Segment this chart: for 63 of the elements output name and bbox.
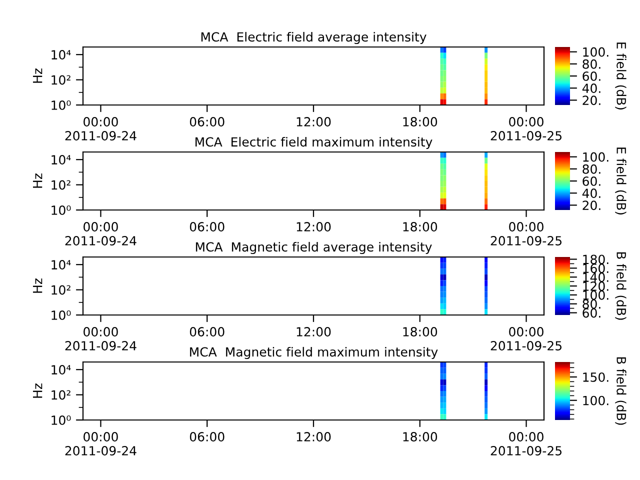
- y-tick-label: 10⁰: [52, 310, 71, 320]
- color-bar-label: 180.: [583, 254, 608, 264]
- x-tick-label: 18:00: [403, 222, 438, 232]
- x-tick-label: 00:00 2011-09-25: [490, 432, 562, 456]
- x-tick-label: 12:00: [296, 432, 331, 442]
- color-bar-label: 40.: [582, 188, 600, 198]
- color-bar-label: 20.: [582, 200, 600, 210]
- x-tick-label: 06:00: [190, 327, 224, 336]
- y-tick-label: 10²: [52, 285, 70, 295]
- color-bar-label: 60.: [582, 176, 600, 186]
- color-bar-label: 100.: [583, 152, 608, 162]
- y-tick-label: 10⁰: [52, 415, 71, 425]
- color-bar-label: 60.: [582, 308, 600, 318]
- y-tick-label: 10⁴: [52, 260, 71, 270]
- x-tick-label: 18:00: [403, 432, 438, 442]
- color-bar-label: 160.: [583, 264, 608, 274]
- x-tick-label: 00:00 2011-09-24: [65, 222, 136, 246]
- x-tick-label: 00:00 2011-09-25: [490, 222, 562, 246]
- y-tick-label: 10²: [52, 390, 70, 400]
- y-tick-label: 10⁴: [52, 365, 71, 375]
- color-bar-label: 20.: [582, 96, 600, 106]
- chart-title: MCA Electric field average intensity: [201, 32, 426, 44]
- color-bar-label: 60.: [582, 71, 600, 81]
- y-axis-title: Hz: [33, 68, 42, 83]
- x-tick-label: 00:00 2011-09-25: [490, 327, 562, 350]
- x-tick-label: 18:00: [403, 117, 438, 126]
- color-bar-title: E field (dB): [615, 42, 626, 110]
- color-bar-title: B field (dB): [615, 252, 626, 320]
- x-tick-label: 12:00: [296, 222, 331, 232]
- chart-title: MCA Magnetic field average intensity: [196, 242, 432, 254]
- color-bar-label: 100.: [583, 396, 608, 406]
- x-tick-label: 06:00: [190, 432, 224, 442]
- y-axis-title: Hz: [33, 174, 42, 188]
- y-axis-title: Hz: [33, 384, 42, 398]
- y-tick-label: 10²: [52, 180, 70, 190]
- color-bar-label: 150.: [583, 372, 608, 382]
- y-axis-title: Hz: [33, 278, 42, 293]
- color-bar-label: 120.: [583, 281, 608, 291]
- y-tick-label: 10⁰: [52, 100, 71, 110]
- color-bar-label: 80.: [582, 59, 600, 69]
- y-tick-label: 10⁴: [52, 50, 71, 60]
- x-tick-label: 12:00: [296, 117, 331, 126]
- y-tick-label: 10⁰: [52, 205, 71, 215]
- x-tick-label: 06:00: [190, 117, 224, 126]
- color-bar-label: 100.: [583, 47, 608, 57]
- x-tick-label: 00:00 2011-09-24: [65, 117, 136, 140]
- x-tick-label: 12:00: [296, 327, 331, 336]
- x-tick-label: 18:00: [403, 327, 438, 336]
- x-tick-label: 06:00: [190, 222, 224, 232]
- color-bar-label: 100.: [583, 290, 608, 300]
- color-bar-title: B field (dB): [615, 357, 626, 425]
- color-bar-label: 40.: [582, 84, 600, 94]
- color-bar-title: E field (dB): [615, 148, 626, 214]
- color-bar-label: 80.: [582, 299, 600, 309]
- y-tick-label: 10⁴: [52, 155, 71, 165]
- color-bar-label: 140.: [583, 272, 608, 282]
- color-bar-label: 80.: [582, 164, 600, 174]
- chart-title: MCA Electric field maximum intensity: [196, 136, 432, 150]
- x-tick-label: 00:00 2011-09-24: [65, 327, 136, 350]
- y-tick-label: 10²: [52, 75, 70, 85]
- x-tick-label: 00:00 2011-09-24: [65, 432, 136, 456]
- x-tick-label: 00:00 2011-09-25: [490, 117, 562, 140]
- chart-title: MCA Magnetic field maximum intensity: [190, 346, 438, 360]
